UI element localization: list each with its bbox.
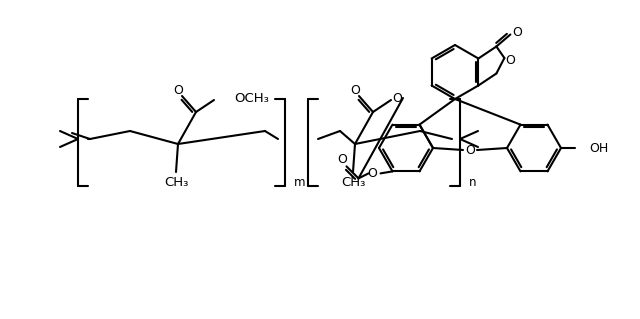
Text: CH₃: CH₃ xyxy=(341,175,365,189)
Text: OCH₃: OCH₃ xyxy=(234,92,269,105)
Text: n: n xyxy=(469,176,477,189)
Text: CH₃: CH₃ xyxy=(164,175,188,189)
Text: OH: OH xyxy=(589,142,608,154)
Text: O: O xyxy=(337,153,348,166)
Text: m: m xyxy=(294,176,305,189)
Text: O: O xyxy=(506,54,515,66)
Text: O: O xyxy=(465,144,475,157)
Text: O: O xyxy=(392,92,402,105)
Text: O: O xyxy=(367,167,378,180)
Text: O: O xyxy=(173,84,183,97)
Text: O: O xyxy=(513,26,522,39)
Text: O: O xyxy=(350,84,360,97)
